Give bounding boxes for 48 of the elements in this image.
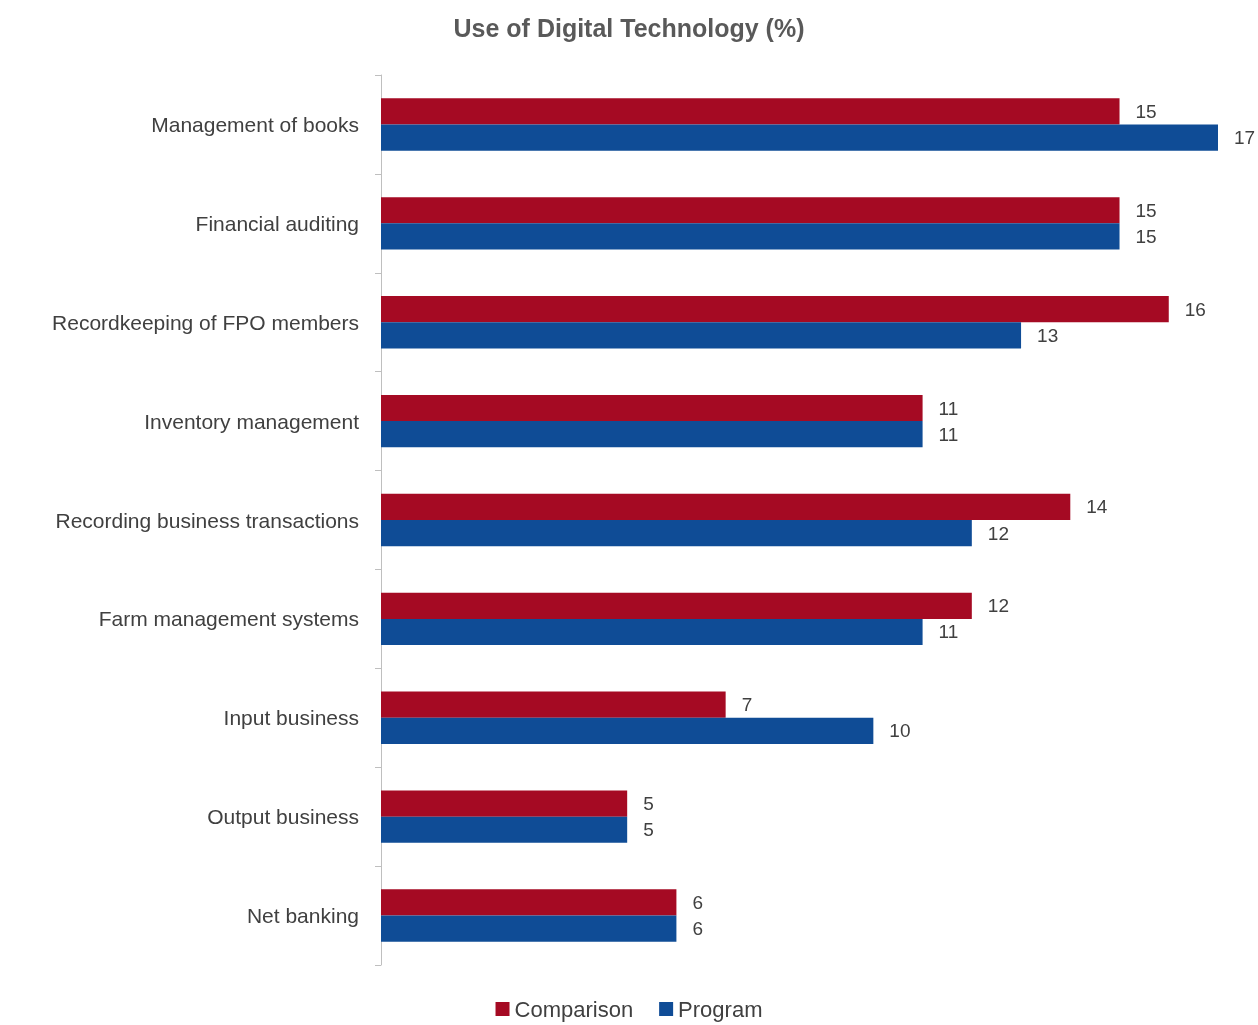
y-tick-label: Recording business transactions [55, 508, 359, 532]
data-label: 16 [1184, 298, 1206, 320]
bar [381, 197, 1120, 224]
data-label: 15 [1135, 100, 1157, 122]
bar [381, 394, 923, 422]
data-label: 12 [987, 522, 1009, 544]
y-tick-label: Management of books [151, 112, 359, 136]
bar [381, 717, 874, 744]
y-tick-label: Farm management systems [98, 607, 359, 631]
bar [381, 691, 726, 718]
data-label: 6 [692, 918, 703, 940]
data-label: 5 [643, 819, 654, 841]
data-label: 15 [1135, 199, 1157, 221]
bar [381, 618, 923, 646]
bar [381, 790, 628, 817]
data-label: 5 [643, 793, 654, 815]
data-label: 15 [1135, 225, 1157, 247]
legend-label: Program [678, 996, 763, 1022]
data-label: 11 [938, 621, 959, 643]
y-tick-label: Net banking [246, 904, 359, 928]
chart-title: Use of Digital Technology (%) [453, 13, 805, 42]
bar [381, 816, 628, 843]
data-label: 11 [938, 397, 959, 419]
y-tick-label: Financial auditing [195, 211, 359, 235]
bar [381, 889, 677, 916]
data-label: 6 [692, 891, 703, 913]
bar [381, 223, 1120, 250]
bar [381, 296, 1169, 323]
data-label: 10 [889, 720, 911, 742]
y-tick-label: Inventory management [144, 409, 360, 433]
bar [381, 493, 1071, 520]
legend-label: Comparison [514, 996, 634, 1022]
bar [381, 421, 923, 448]
y-tick-label: Input business [223, 706, 359, 730]
bar [381, 322, 1022, 349]
bar [381, 520, 972, 547]
bar [381, 915, 677, 942]
bar [381, 592, 972, 619]
data-label: 11 [938, 423, 959, 445]
bar [381, 124, 1218, 151]
y-tick-label: Output business [207, 805, 359, 829]
y-tick-label: Recordkeeping of FPO members [52, 310, 359, 334]
data-label: 13 [1037, 324, 1059, 346]
data-label: 14 [1086, 496, 1108, 518]
data-label: 7 [741, 694, 753, 716]
bar [381, 98, 1120, 125]
data-label: 12 [987, 595, 1009, 617]
data-label: 17 [1234, 127, 1256, 149]
